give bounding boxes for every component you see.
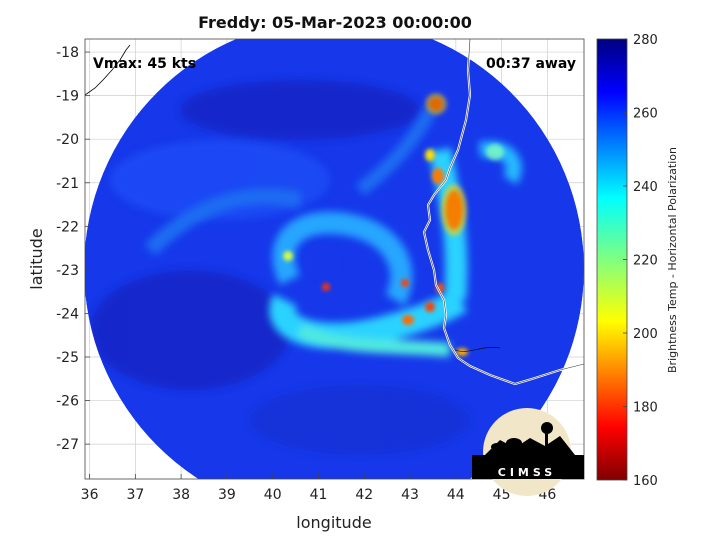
cimss-logo-text: CIMSS: [498, 466, 556, 479]
x-tick-label: 38: [172, 487, 190, 503]
colorbar: [596, 38, 628, 481]
x-tick-label: 44: [447, 487, 465, 503]
colorbar-label: Brightness Temp - Horizontal Polarizatio…: [666, 147, 679, 373]
y-tick-label: -27: [56, 437, 79, 453]
colorbar-tick-label: 180: [633, 401, 658, 416]
x-tick-label: 39: [218, 487, 236, 503]
y-tick-label: -21: [56, 176, 79, 192]
axes-frame: [84, 38, 585, 480]
colorbar-tick-label: 280: [633, 33, 658, 48]
x-axis-label: longitude: [296, 513, 371, 532]
coastline: [85, 39, 584, 386]
y-tick-label: -25: [56, 350, 79, 366]
colorbar-tick-label: 160: [633, 474, 658, 489]
vmax-annotation: Vmax: 45 kts: [93, 56, 196, 72]
x-tick-label: 43: [401, 487, 419, 503]
y-tick-label: -23: [56, 263, 79, 279]
y-tick-label: -22: [56, 219, 79, 235]
y-tick-label: -18: [56, 45, 79, 61]
colorbar-tick-label: 240: [633, 180, 658, 195]
y-axis-label: latitude: [27, 228, 46, 289]
x-tick-label: 36: [81, 487, 99, 503]
x-tick-label: 37: [126, 487, 144, 503]
x-tick-label: 45: [493, 487, 511, 503]
colorbar-tick-label: 260: [633, 107, 658, 122]
page-title: Freddy: 05-Mar-2023 00:00:00: [198, 13, 472, 32]
colorbar-tick-label: 200: [633, 327, 658, 342]
y-tick-label: -19: [56, 89, 79, 105]
colorbar-tick-label: 220: [633, 254, 658, 269]
y-tick-label: -26: [56, 394, 79, 410]
cimss-logo: CIMSS: [472, 408, 584, 496]
x-tick-label: 41: [310, 487, 328, 503]
x-tick-label: 42: [355, 487, 373, 503]
x-tick-label: 40: [264, 487, 282, 503]
y-tick-label: -24: [56, 306, 79, 322]
y-tick-label: -20: [56, 132, 79, 148]
time-away-annotation: 00:37 away: [486, 56, 576, 72]
